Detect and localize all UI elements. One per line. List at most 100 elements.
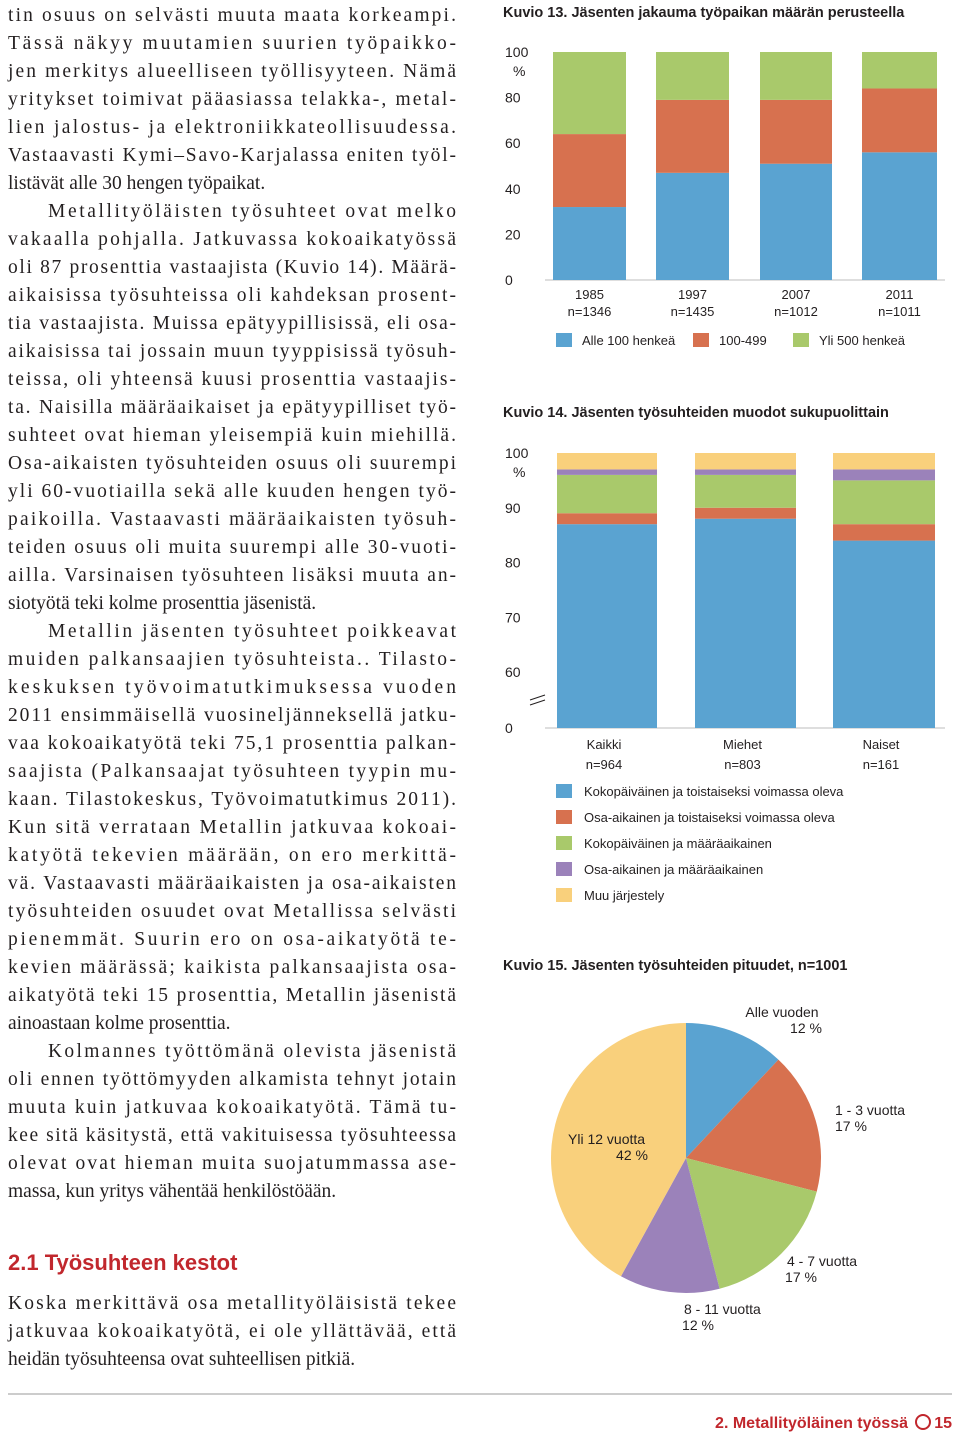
slice-label: Alle vuoden [745, 1004, 818, 1020]
text-line: kaan. Tilastokeskus, Työvoimatutkimus 20… [8, 789, 456, 810]
legend-swatch [793, 333, 809, 347]
bar-segment [862, 88, 937, 153]
pie-slice [686, 1023, 779, 1158]
legend-label: Alle 100 henkeä [582, 333, 676, 348]
y-tick-label: 60 [505, 135, 521, 151]
y-tick-label: 100 [505, 44, 529, 60]
legend-swatch [556, 784, 572, 798]
body-text: tin osuus on selvästi muuta maata korkea… [7, 5, 457, 1370]
x-tick-label: 1985 [575, 287, 604, 302]
text-line: pienemmät. Suurin ero on osa-aikatyötä t… [8, 929, 456, 950]
slice-label: 1 - 3 vuotta [835, 1102, 905, 1118]
x-tick-label: 1997 [678, 287, 707, 302]
charts: Kuvio 13. Jäsenten jakauma työpaikan mää… [503, 5, 945, 1333]
bar-segment [862, 152, 937, 280]
legend-swatch [556, 333, 572, 347]
sample-size-label: n=964 [586, 757, 623, 772]
text-line: 2011 ensimmäisellä vuosineljänneksellä j… [8, 705, 456, 726]
y-tick-label: 80 [505, 90, 521, 106]
legend-label: Kokopäiväinen ja toistaiseksi voimassa o… [584, 784, 844, 799]
sample-size-label: n=1435 [671, 304, 715, 319]
text-line: ainoastaan kolme prosenttia. [8, 1013, 231, 1034]
text-line: lien jalostus- ja elektroniikkateollisuu… [8, 117, 456, 138]
text-line: vakaalla pohjalla. Jatkuvassa kokoaikaty… [8, 229, 456, 250]
text-line: työsuhteiden osuudet ovat Metallissa sel… [8, 901, 457, 922]
text-line: aikatyötä teki 15 prosenttia, Metallin j… [8, 985, 456, 1006]
bar-segment [833, 453, 935, 470]
text-line: kevien määrässä; kaikista palkansaajista… [8, 957, 456, 978]
text-line: listävät alle 30 hengen työpaikat. [8, 173, 265, 194]
text-line: ta. Naisilla määräaikaiset ja epätyypill… [8, 397, 456, 418]
slice-value-label: 17 % [785, 1269, 817, 1285]
text-line: katyötä tekevien määrään, on ero merkitt… [8, 845, 456, 866]
y-tick-label: 20 [505, 226, 521, 242]
text-line: Osa-aikaisten työsuhteiden osuus oli suu… [8, 453, 457, 474]
slice-value-label: 12 % [790, 1020, 822, 1036]
bar-segment [695, 469, 796, 475]
bar-segment [833, 524, 935, 541]
chart-title: Kuvio 13. Jäsenten jakauma työpaikan mää… [503, 5, 905, 21]
text-line: yritykset toimivat pääasiassa telakka-, … [8, 89, 456, 110]
bar-segment [553, 52, 626, 135]
legend-swatch [556, 836, 572, 850]
section-text-line: Koska merkittävä osa metallityöläisistä … [8, 1293, 456, 1314]
slice-value-label: 42 % [616, 1147, 648, 1163]
y-tick-label: 0 [505, 720, 513, 736]
text-line: aikaisissa tai jossain muun tyyppisissä … [8, 341, 456, 362]
text-line: vä. Vastaavasti määräaikaisten ja osa-ai… [8, 873, 456, 894]
sample-size-label: n=1011 [878, 304, 921, 319]
axis-break [529, 694, 546, 701]
legend-label: Osa-aikainen ja määräaikainen [584, 862, 763, 877]
footer-page-number: 15 [934, 1415, 952, 1432]
y-tick-label: 0 [505, 272, 513, 288]
bar-segment [656, 172, 729, 280]
legend-swatch [556, 888, 572, 902]
text-line: teissa, oli yhteensä kuusi prosenttia va… [8, 369, 456, 390]
legend-label: Osa-aikainen ja toistaiseksi voimassa ol… [584, 810, 835, 825]
legend-swatch [693, 333, 709, 347]
slice-value-label: 17 % [835, 1118, 867, 1134]
chart-title: Kuvio 15. Jäsenten työsuhteiden pituudet… [503, 958, 847, 974]
y-unit-label: % [513, 63, 525, 79]
text-line: Vastaavasti Kymi–Savo-Karjalassa eniten … [8, 145, 456, 166]
y-unit-label: % [513, 464, 525, 480]
slice-label: 4 - 7 vuotta [787, 1253, 857, 1269]
text-line: tia vastaajista. Muissa epätyypillisissä… [8, 313, 456, 334]
bar-segment [695, 507, 796, 519]
text-line: muuta kuin jatkuvaa kokoaikatyötä. Tämä … [8, 1097, 456, 1118]
y-tick-label: 100 [505, 445, 529, 461]
pie-slice [686, 1158, 817, 1289]
y-tick-label: 40 [505, 181, 521, 197]
text-line: Metallityöläisten työsuhteet ovat melko [48, 201, 456, 222]
text-line: massa, kun yritys vähentää henkilöstöään… [8, 1181, 336, 1202]
footer-chapter: 2. Metallityöläinen työssä [715, 1415, 908, 1432]
bar-segment [557, 474, 657, 514]
text-line: oli ennen työttömyyden alkamista tehnyt … [8, 1069, 456, 1090]
text-line: vaa kokoaikatyötä teki 75,1 prosenttia p… [8, 733, 456, 754]
chart-title: Kuvio 14. Jäsenten työsuhteiden muodot s… [503, 405, 889, 421]
footer-bullet [915, 1414, 931, 1430]
bar-segment [656, 52, 729, 100]
pie-slice [620, 1158, 720, 1293]
bar-segment [557, 469, 657, 475]
bar-segment [760, 52, 832, 100]
text-line: olevat ovat hieman muita suojatummassa a… [8, 1153, 456, 1174]
bar-segment [553, 134, 626, 208]
legend-label: 100-499 [719, 333, 767, 348]
legend-label: Muu järjestely [584, 888, 665, 903]
bar-segment [833, 469, 935, 481]
axis-break [529, 699, 546, 706]
text-line: teiden osuus oli muita suurempi alle 30-… [8, 537, 456, 558]
text-line: suhteet ovat hieman yleisempiä kuin mieh… [8, 425, 456, 446]
section-text-line: heidän työsuhteensa ovat suhteellisen pi… [8, 1349, 355, 1370]
bar-segment [557, 513, 657, 525]
text-line: aikaisissa työsuhteissa oli kahdeksan pr… [8, 285, 456, 306]
legend-label: Kokopäiväinen ja määräaikainen [584, 836, 772, 851]
legend-swatch [556, 810, 572, 824]
text-line: kee sitä käsitystä, että vakituisessa ty… [8, 1125, 456, 1146]
slice-label: Yli 12 vuotta [568, 1131, 645, 1147]
bar-segment [760, 99, 832, 164]
